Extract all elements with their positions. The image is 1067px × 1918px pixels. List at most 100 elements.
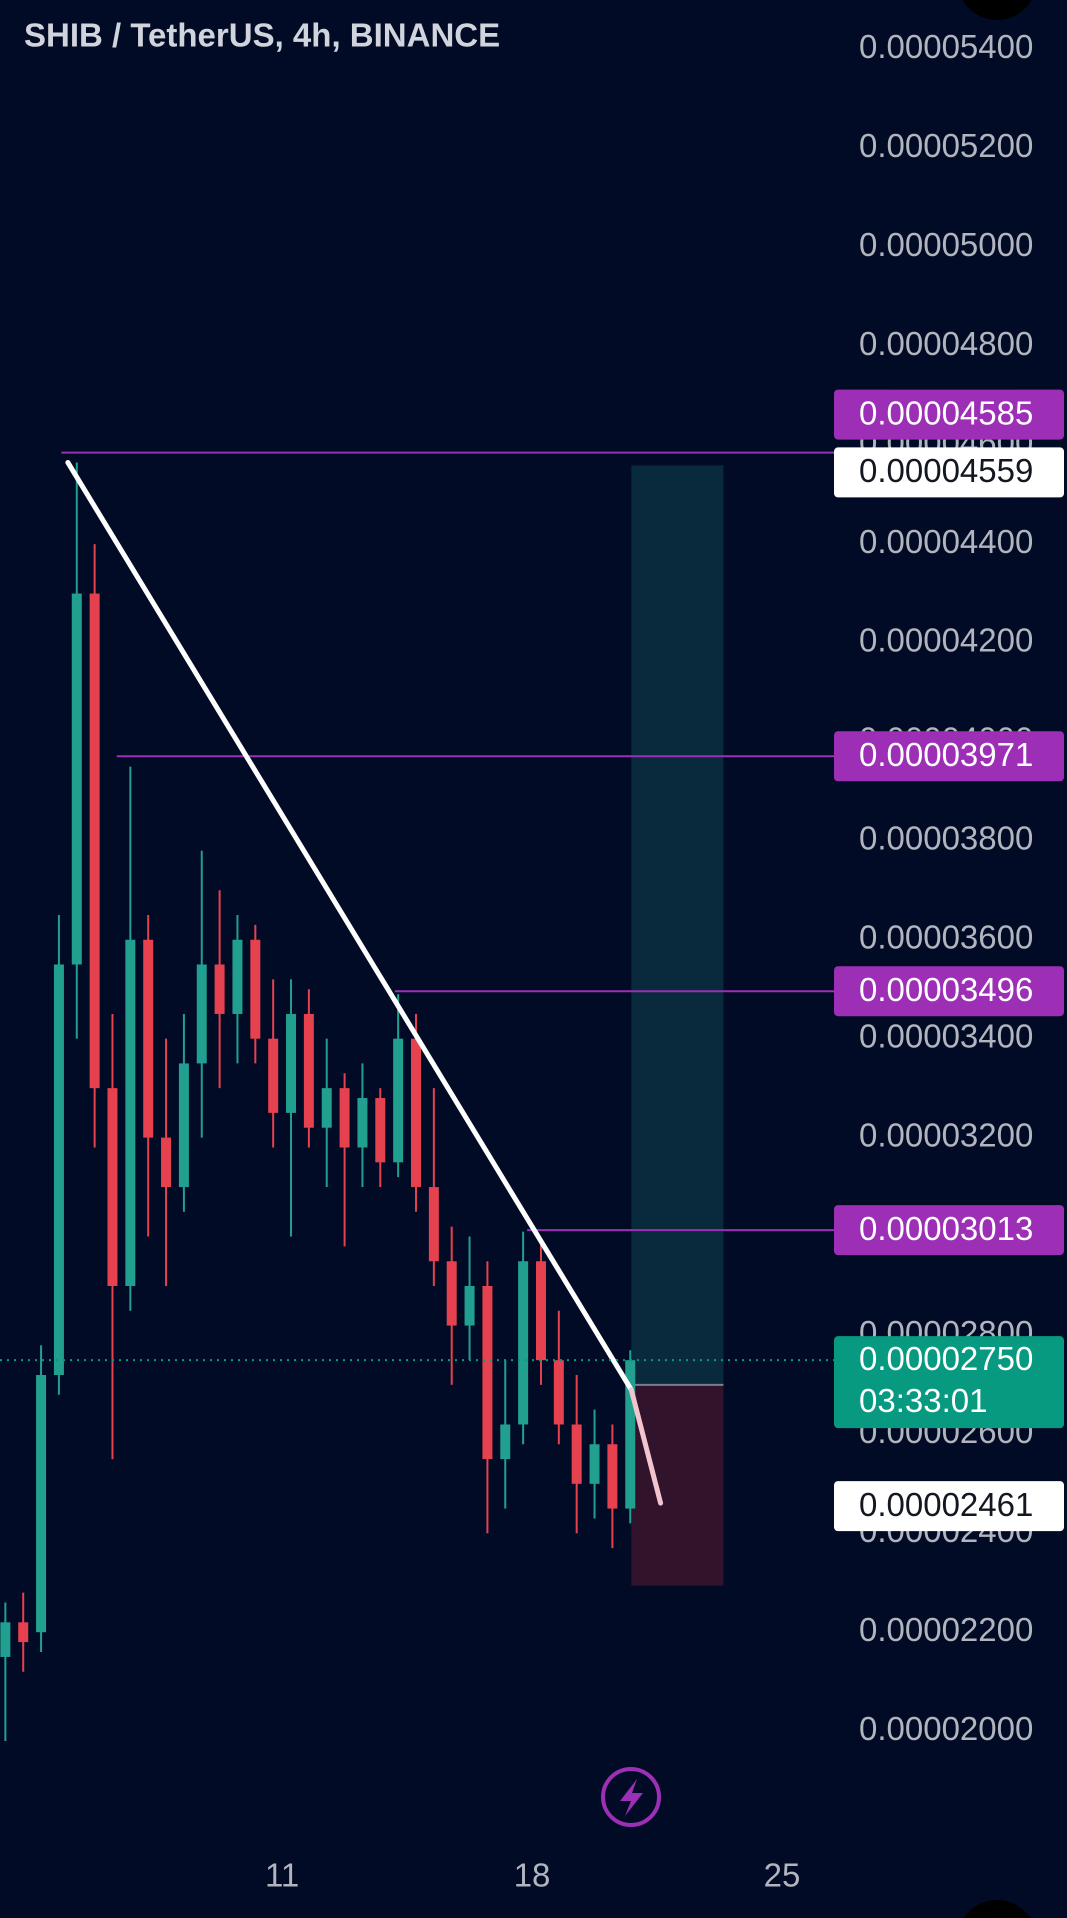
price-label: 0.00004559 [834, 447, 1064, 498]
corner-button[interactable] [957, 0, 1037, 20]
candle-body [286, 1013, 297, 1113]
plot-front [0, 459, 834, 1506]
candle-body [375, 1098, 386, 1163]
candle-body [589, 1444, 600, 1484]
price-label-text: 0.00003496 [859, 971, 1033, 1008]
candle-body [607, 1444, 618, 1509]
position-profit [631, 465, 724, 1385]
price-label: 0.00003496 [834, 966, 1064, 1017]
candle-body [464, 1285, 475, 1326]
y-tick: 0.00003200 [859, 1116, 1033, 1153]
candle-body [143, 939, 154, 1138]
x-tick-label: 18 [514, 1857, 551, 1894]
price-label-text: 0.00004559 [859, 452, 1033, 489]
x-tick: 18 [514, 1857, 551, 1894]
x-tick: 11 [265, 1857, 299, 1894]
y-tick-label: 0.00005000 [859, 226, 1033, 263]
corner-button[interactable] [957, 1900, 1037, 1918]
countdown-text: 03:33:01 [859, 1382, 987, 1419]
y-tick-label: 0.00002200 [859, 1611, 1033, 1648]
candle-body [196, 964, 207, 1064]
candle-body [446, 1261, 457, 1326]
current-price-label: 0.00002750 03:33:01 [834, 1336, 1064, 1429]
candle-body [36, 1375, 47, 1633]
candle-body [250, 939, 261, 1039]
candle-body [321, 1088, 332, 1128]
price-label: 0.00003971 [834, 731, 1064, 782]
x-tick-label: 25 [764, 1857, 801, 1894]
y-tick: 0.00003400 [859, 1017, 1033, 1054]
candle-body [428, 1187, 439, 1262]
trendline [65, 459, 634, 1393]
candle-body [214, 964, 225, 1014]
plot-back [61, 451, 834, 1586]
candle-body [518, 1261, 529, 1425]
y-tick: 0.00004200 [859, 622, 1033, 659]
price-label-box [834, 389, 1064, 440]
candle-body [393, 1038, 404, 1163]
y-tick-label: 0.00004200 [859, 622, 1033, 659]
candle-body [178, 1063, 189, 1188]
price-label-text: 0.00004585 [859, 394, 1033, 431]
x-tick-label: 11 [265, 1857, 299, 1894]
y-tick: 0.00002000 [859, 1710, 1033, 1747]
price-label: 0.00004585 [834, 389, 1064, 440]
candle-body [553, 1360, 564, 1425]
price-label-box [834, 447, 1064, 498]
price-label-box [834, 1481, 1064, 1532]
candle-body [0, 1622, 11, 1657]
candle-body [232, 939, 243, 1014]
candle-body [571, 1424, 582, 1484]
candle-body [53, 964, 64, 1376]
y-tick-label: 0.00005200 [859, 127, 1033, 164]
candle-body [107, 1088, 118, 1286]
candle-body [625, 1360, 636, 1509]
current-price-box [834, 1336, 1064, 1429]
y-tick: 0.00004400 [859, 523, 1033, 560]
y-tick-label: 0.00005400 [859, 28, 1033, 65]
price-labels: 0.00004585 0.00003971 0.00003496 0.00003013… [834, 389, 1064, 1532]
candle-body [411, 1038, 421, 1188]
candle-body [125, 939, 136, 1286]
button-ring [601, 1767, 661, 1827]
y-tick-label: 0.00002000 [859, 1710, 1033, 1747]
candle-body [268, 1038, 279, 1113]
y-tick: 0.00004800 [859, 325, 1033, 362]
price-label-box [834, 731, 1064, 782]
candle-body [339, 1088, 350, 1148]
candles [0, 462, 636, 1742]
candle-body [500, 1424, 511, 1460]
price-label-text: 0.00003971 [859, 736, 1033, 773]
y-tick-label: 0.00003600 [859, 918, 1033, 955]
y-tick-label: 0.00004400 [859, 523, 1033, 560]
y-tick-label: 0.00003400 [859, 1017, 1033, 1054]
y-tick: 0.00005400 [859, 28, 1033, 65]
price-label: 0.00002461 [834, 1481, 1064, 1532]
candle-body [71, 593, 82, 965]
y-tick-label: 0.00003800 [859, 820, 1033, 857]
y-tick: 0.00002200 [859, 1611, 1033, 1648]
y-tick: 0.00005000 [859, 226, 1033, 263]
x-tick: 25 [764, 1857, 801, 1894]
candle-body [535, 1261, 546, 1361]
position-loss [631, 1384, 724, 1586]
y-tick: 0.00003800 [859, 820, 1033, 857]
y-tick-label: 0.00003200 [859, 1116, 1033, 1153]
candle-body [18, 1622, 29, 1643]
price-label-text: 0.00003013 [859, 1210, 1033, 1247]
y-tick: 0.00003600 [859, 918, 1033, 955]
trendline-projection [628, 1387, 664, 1506]
chart-title: SHIB / TetherUS, 4h, BINANCE [24, 17, 500, 54]
candle-body [303, 1013, 314, 1128]
candle-body [357, 1098, 368, 1148]
lightning-button[interactable] [601, 1767, 661, 1827]
price-label-box [834, 966, 1064, 1017]
candle-body [161, 1137, 172, 1188]
candle-body [89, 593, 100, 1089]
y-tick-label: 0.00004800 [859, 325, 1033, 362]
candle-body [482, 1285, 493, 1460]
price-label-box [834, 1205, 1064, 1256]
price-label: 0.00003013 [834, 1205, 1064, 1256]
